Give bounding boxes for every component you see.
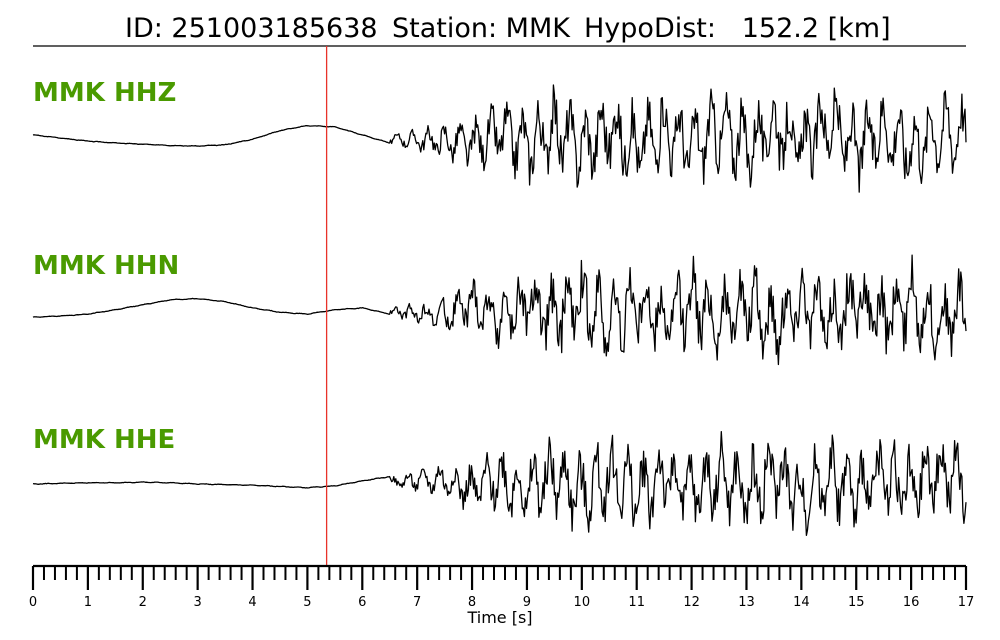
tick-label: 14 xyxy=(793,595,810,610)
figure-title: ID: 251003185638 Station: MMK HypoDist: … xyxy=(125,13,891,44)
time-axis-tick-labels: 0 1 2 3 4 5 6 7 8 9 10 11 12 13 14 15 16 17 xyxy=(29,595,974,610)
trace-mmk-hhe xyxy=(32,430,967,537)
tick-label: 11 xyxy=(628,595,645,610)
title-hypodist: HypoDist: 152.2 [km] xyxy=(584,13,891,44)
title-station: Station: MMK xyxy=(392,13,571,44)
time-axis-label: Time [s] xyxy=(466,608,532,627)
title-event-id: ID: 251003185638 xyxy=(125,13,378,44)
channel-label-hhz: MMK HHZ xyxy=(33,78,176,108)
tick-label: 5 xyxy=(303,595,311,610)
channel-label-hhe: MMK HHE xyxy=(33,425,175,455)
tick-label: 16 xyxy=(903,595,920,610)
tick-label: 8 xyxy=(468,595,476,610)
tick-label: 7 xyxy=(413,595,421,610)
waveform-traces xyxy=(32,84,967,537)
time-axis: 0 1 2 3 4 5 6 7 8 9 10 11 12 13 14 15 16 17 Time [s] xyxy=(29,564,974,627)
tick-label: 15 xyxy=(848,595,865,610)
tick-label: 1 xyxy=(84,595,92,610)
tick-label: 6 xyxy=(358,595,366,610)
trace-mmk-hhz xyxy=(32,84,967,193)
time-axis-ticks xyxy=(31,566,968,590)
tick-label: 4 xyxy=(248,595,256,610)
tick-label: 17 xyxy=(958,595,975,610)
tick-label: 9 xyxy=(523,595,531,610)
trace-mmk-hhn xyxy=(32,254,967,366)
tick-label: 10 xyxy=(574,595,591,610)
tick-label: 12 xyxy=(683,595,700,610)
tick-label: 13 xyxy=(738,595,755,610)
channel-label-hhn: MMK HHN xyxy=(33,251,179,281)
tick-label: 3 xyxy=(194,595,202,610)
tick-label: 0 xyxy=(29,595,37,610)
tick-label: 2 xyxy=(139,595,147,610)
